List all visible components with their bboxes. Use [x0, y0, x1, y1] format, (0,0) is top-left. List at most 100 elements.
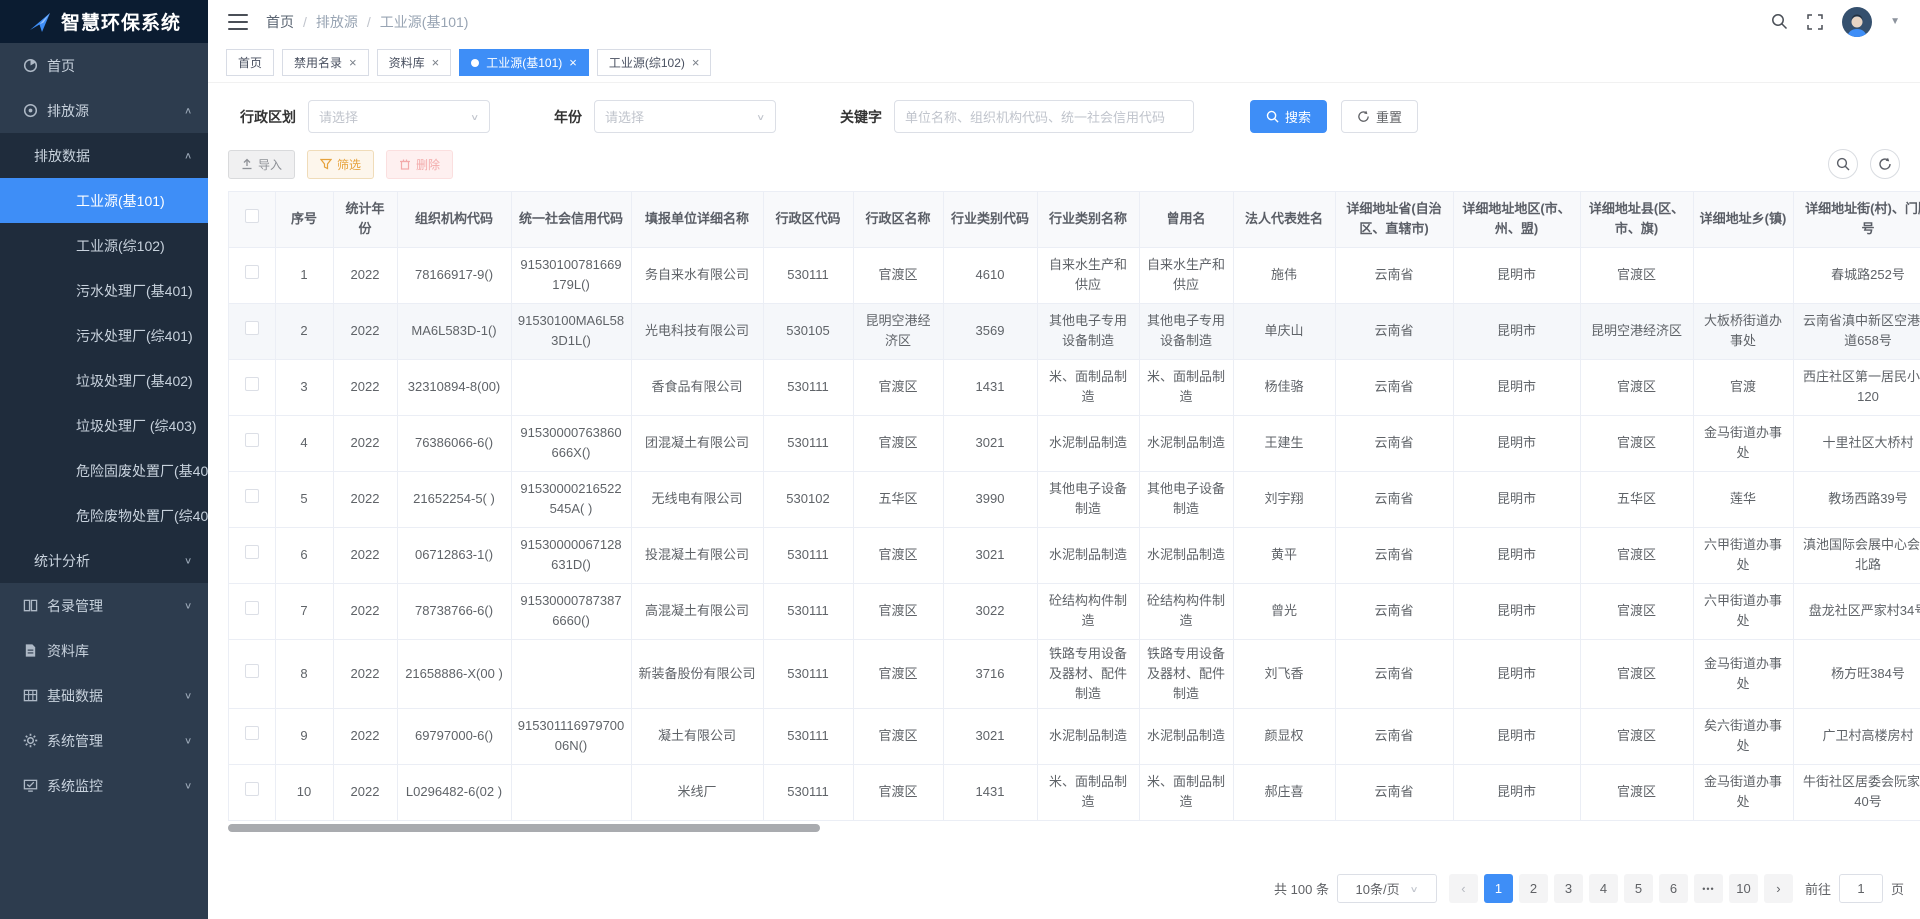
- chevron-down-icon: ∨: [756, 112, 765, 122]
- sidebar-item-statistics[interactable]: 统计分析 ∨: [0, 538, 208, 583]
- import-button[interactable]: 导入: [228, 150, 295, 179]
- caret-down-icon[interactable]: ▼: [1890, 16, 1900, 27]
- row-checkbox[interactable]: [245, 265, 259, 279]
- table-row[interactable]: 9 2022 69797000-6() 91530111697970006N()…: [229, 708, 1920, 764]
- page-button[interactable]: 10: [1729, 874, 1758, 903]
- year-select[interactable]: 请选择 ∨: [594, 100, 776, 133]
- chevron-down-icon: ∨: [184, 555, 192, 565]
- search-icon[interactable]: [1770, 13, 1788, 31]
- sidebar-item-hazwaste-base403[interactable]: 危险固废处置厂(基403): [0, 448, 208, 493]
- row-checkbox[interactable]: [245, 433, 259, 447]
- tab-disabled-directory[interactable]: 禁用名录×: [282, 49, 369, 76]
- page-button[interactable]: 3: [1554, 874, 1583, 903]
- row-checkbox[interactable]: [245, 377, 259, 391]
- col-header: 序号: [275, 192, 333, 247]
- emission-source-icon: [22, 103, 38, 119]
- breadcrumb-home[interactable]: 首页: [266, 12, 294, 32]
- page-button[interactable]: 6: [1659, 874, 1688, 903]
- sidebar-item-industrial-base101[interactable]: 工业源(基101): [0, 178, 208, 223]
- table-row[interactable]: 6 2022 06712863-1() 91530000067128631D()…: [229, 527, 1920, 583]
- horizontal-scrollbar[interactable]: [228, 823, 1920, 833]
- table-row[interactable]: 7 2022 78738766-6() 915300007873876660()…: [229, 583, 1920, 639]
- fullscreen-icon[interactable]: [1806, 13, 1824, 31]
- close-icon[interactable]: ×: [349, 56, 357, 69]
- sidebar-item-hazwaste-comp404[interactable]: 危险废物处置厂(综404): [0, 493, 208, 538]
- table-toolbar: 导入 筛选 删除: [208, 145, 1920, 179]
- monitor-icon: [22, 778, 38, 794]
- active-dot: [471, 59, 479, 67]
- reset-button[interactable]: 重置: [1341, 100, 1418, 133]
- collapse-menu-icon[interactable]: [228, 14, 248, 30]
- tab-home[interactable]: 首页: [226, 49, 274, 76]
- page-button[interactable]: 1: [1484, 874, 1513, 903]
- sidebar-item-sysadmin[interactable]: 系统管理 ∨: [0, 718, 208, 763]
- close-icon[interactable]: ×: [692, 56, 700, 69]
- row-checkbox[interactable]: [245, 782, 259, 796]
- main-area: 首页 / 排放源 / 工业源(基101) ▼ 首页 禁用名录× 资料库× 工业源…: [208, 0, 1920, 919]
- emission-submenu: 排放数据 ∧ 工业源(基101) 工业源(综102) 污水处理厂(基401) 污…: [0, 133, 208, 583]
- col-header: 法人代表姓名: [1233, 192, 1335, 247]
- next-page-button[interactable]: ›: [1764, 874, 1793, 903]
- prev-page-button[interactable]: ‹: [1449, 874, 1478, 903]
- refresh-button[interactable]: [1870, 149, 1900, 179]
- avatar[interactable]: [1842, 7, 1872, 37]
- row-checkbox[interactable]: [245, 601, 259, 615]
- table-row[interactable]: 10 2022 L0296482-6(02 ) 米线厂 530111 官渡区 1…: [229, 764, 1920, 820]
- col-header: 详细地址县(区、市、旗): [1580, 192, 1693, 247]
- col-header: 组织机构代码: [397, 192, 511, 247]
- more-pages-button[interactable]: •••: [1694, 874, 1723, 903]
- row-checkbox[interactable]: [245, 489, 259, 503]
- chevron-up-icon: ∧: [184, 105, 192, 115]
- row-checkbox[interactable]: [245, 726, 259, 740]
- sidebar-item-sewage-comp401[interactable]: 污水处理厂(综401): [0, 313, 208, 358]
- sidebar-item-industrial-comp102[interactable]: 工业源(综102): [0, 223, 208, 268]
- column-search-button[interactable]: [1828, 149, 1858, 179]
- sidebar-item-home[interactable]: 首页: [0, 43, 208, 88]
- page-button[interactable]: 5: [1624, 874, 1653, 903]
- sidebar-item-emission-data[interactable]: 排放数据 ∧: [0, 133, 208, 178]
- close-icon[interactable]: ×: [569, 56, 577, 69]
- sidebar-item-emission-source[interactable]: 排放源 ∧: [0, 88, 208, 133]
- breadcrumb-current: 工业源(基101): [380, 12, 469, 32]
- table-row[interactable]: 8 2022 21658886-X(00 ) 新装备股份有限公司 530111 …: [229, 639, 1920, 708]
- filter-button[interactable]: 筛选: [307, 150, 374, 179]
- col-header: 详细地址街(村)、门牌号: [1793, 192, 1920, 247]
- col-header: 详细地址乡(镇): [1693, 192, 1793, 247]
- page-button[interactable]: 2: [1519, 874, 1548, 903]
- sidebar-menu: 首页 排放源 ∧ 排放数据 ∧ 工业源(基101) 工业源(综102) 污水处理…: [0, 43, 208, 919]
- top-navbar: 首页 / 排放源 / 工业源(基101) ▼: [208, 0, 1920, 43]
- navbar-actions: ▼: [1770, 7, 1900, 37]
- select-all-checkbox[interactable]: [245, 209, 259, 223]
- tab-library[interactable]: 资料库×: [377, 49, 452, 76]
- document-icon: [22, 643, 38, 659]
- tab-industrial-comp102[interactable]: 工业源(综102)×: [597, 49, 712, 76]
- table-row[interactable]: 2 2022 MA6L583D-1() 91530100MA6L583D1L()…: [229, 303, 1920, 359]
- table-row[interactable]: 4 2022 76386066-6() 91530000763860666X()…: [229, 415, 1920, 471]
- page-button[interactable]: 4: [1589, 874, 1618, 903]
- sidebar-item-library[interactable]: 资料库: [0, 628, 208, 673]
- keyword-input[interactable]: 单位名称、组织机构代码、统一社会信用代码: [894, 100, 1194, 133]
- page-size-select[interactable]: 10条/页 ∨: [1337, 874, 1437, 903]
- sidebar-item-sysmonitor[interactable]: 系统监控 ∨: [0, 763, 208, 808]
- sidebar-item-sewage-base401[interactable]: 污水处理厂(基401): [0, 268, 208, 313]
- sidebar-item-garbage-base402[interactable]: 垃圾处理厂(基402): [0, 358, 208, 403]
- close-icon[interactable]: ×: [432, 56, 440, 69]
- goto-page-input[interactable]: 1: [1839, 874, 1883, 903]
- tab-industrial-base101[interactable]: 工业源(基101)×: [459, 49, 589, 76]
- breadcrumb-source[interactable]: 排放源: [316, 12, 358, 32]
- delete-button[interactable]: 删除: [386, 150, 453, 179]
- sidebar-item-basedata[interactable]: 基础数据 ∨: [0, 673, 208, 718]
- row-checkbox[interactable]: [245, 545, 259, 559]
- sidebar-item-garbage-comp403[interactable]: 垃圾处理厂 (综403): [0, 403, 208, 448]
- search-button[interactable]: 搜索: [1250, 100, 1327, 133]
- scrollbar-thumb[interactable]: [228, 824, 820, 832]
- table-row[interactable]: 5 2022 21652254-5( ) 91530000216522545A(…: [229, 471, 1920, 527]
- region-select[interactable]: 请选择 ∨: [308, 100, 490, 133]
- chevron-down-icon: ∨: [184, 690, 192, 700]
- row-checkbox[interactable]: [245, 664, 259, 678]
- row-checkbox[interactable]: [245, 321, 259, 335]
- table-row[interactable]: 1 2022 78166917-9() 91530100781669179L()…: [229, 247, 1920, 303]
- table-row[interactable]: 3 2022 32310894-8(00) 香食品有限公司 530111 官渡区…: [229, 359, 1920, 415]
- col-header: 详细地址省(自治区、直辖市): [1335, 192, 1453, 247]
- sidebar-item-directory[interactable]: 名录管理 ∨: [0, 583, 208, 628]
